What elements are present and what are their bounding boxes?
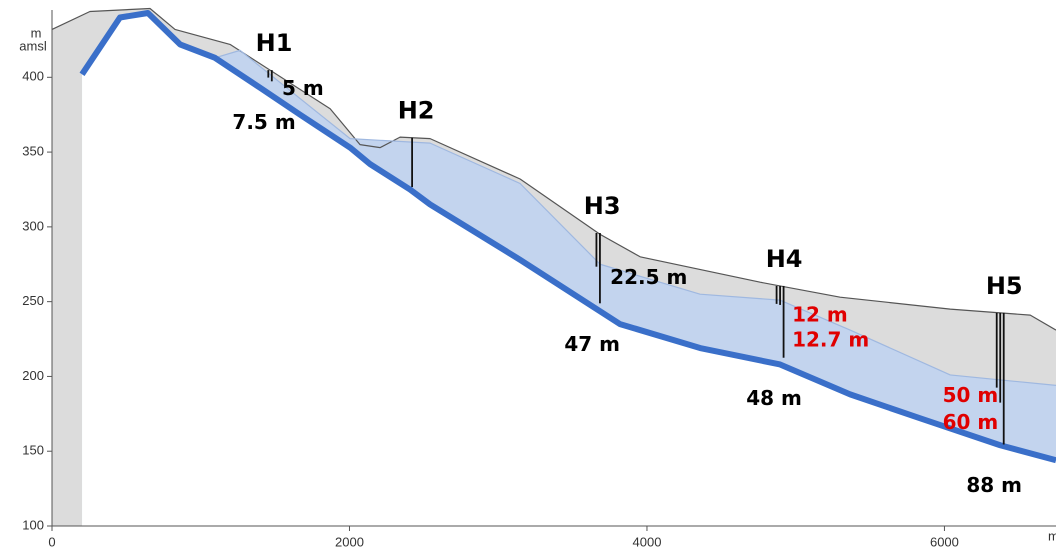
y-tick-label: 250 [22, 293, 44, 308]
depth-label: 7.5 m [232, 110, 295, 134]
y-tick-label: 200 [22, 368, 44, 383]
y-tick-label: 400 [22, 69, 44, 84]
borehole-label: H3 [584, 192, 621, 220]
depth-label: 5 m [282, 76, 324, 100]
depth-label: 50 m [943, 383, 999, 407]
depth-label: 22.5 m [610, 265, 687, 289]
y-tick-label: 300 [22, 218, 44, 233]
chart: m amsl m H15 m7.5 mH2H322.5 m47 mH412 m1… [0, 0, 1056, 550]
depth-label: 48 m [746, 386, 802, 410]
x-tick-label: 2000 [335, 534, 364, 549]
depth-label: 60 m [943, 410, 999, 434]
y-tick-label: 100 [22, 517, 44, 532]
depth-label: 12.7 m [792, 327, 869, 351]
depth-label: 47 m [564, 332, 620, 356]
y-axis-label: amsl [19, 38, 47, 53]
borehole-label: H5 [986, 272, 1023, 300]
x-axis-label: m [1048, 528, 1056, 543]
y-tick-label: 350 [22, 144, 44, 159]
depth-label: 12 m [792, 302, 848, 326]
y-tick-label: 150 [22, 443, 44, 458]
borehole-label: H2 [398, 97, 435, 125]
depth-label: 88 m [966, 473, 1022, 497]
x-tick-label: 6000 [930, 534, 959, 549]
x-tick-label: 0 [48, 534, 55, 549]
borehole-label: H1 [256, 29, 293, 57]
borehole-label: H4 [766, 245, 803, 273]
x-tick-label: 4000 [633, 534, 662, 549]
